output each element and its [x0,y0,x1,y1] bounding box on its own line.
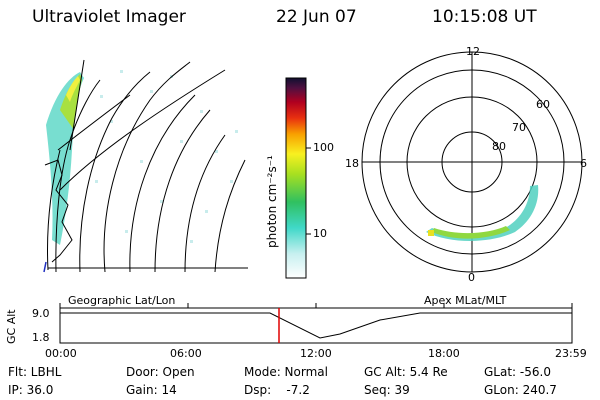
mlt-label-18: 18 [345,157,359,170]
timeline-left-title: Geographic Lat/Lon [68,294,176,307]
colorbar-tick-10: 10 [313,227,327,240]
info-gcalt: GC Alt: 5.4 Re [364,365,448,379]
map-noise [95,70,238,243]
mlat-label-60: 60 [536,98,550,111]
timeline-x-tick-1800: 18:00 [428,347,460,360]
instrument-title: Ultraviolet Imager [32,7,186,27]
info-dsp: Dsp: -7.2 [244,383,310,397]
timeline-y-tick-1_8: 1.8 [32,331,50,344]
timeline-x-tick-0600: 06:00 [170,347,202,360]
polar-plot [361,51,583,273]
info-gain: Gain: 14 [126,383,177,397]
info-seq: Seq: 39 [364,383,410,397]
date-text: 22 Jun 07 [276,7,357,27]
info-flt: Flt: LBHL [8,365,62,379]
mlat-label-80: 80 [492,140,506,153]
info-ip: IP: 36.0 [8,383,54,397]
timeline-right-title: Apex MLat/MLT [424,294,507,307]
colorbar [285,77,307,279]
info-glon: GLon: 240.7 [484,383,557,397]
mlt-label-6: 6 [580,157,587,170]
timeline-x-tick-0000: 00:00 [45,347,77,360]
colorbar-tick-100: 100 [313,141,334,154]
timeline-y-tick-9: 9.0 [32,307,50,320]
geographic-map [43,59,248,273]
colorbar-unit-label: photon cm⁻²s⁻¹ [265,155,279,248]
mlt-label-0: 0 [468,271,475,284]
info-mode: Mode: Normal [244,365,328,379]
timeline-y-axis-label: GC Alt [5,309,18,344]
timeline-x-tick-1200: 12:00 [300,347,332,360]
mlat-label-70: 70 [512,121,526,134]
info-glat: GLat: -56.0 [484,365,551,379]
timeline-x-tick-2359: 23:59 [555,347,587,360]
mlt-label-12: 12 [466,45,480,58]
time-text: 10:15:08 UT [432,7,537,27]
timeline-panel [59,303,573,344]
info-door: Door: Open [126,365,195,379]
